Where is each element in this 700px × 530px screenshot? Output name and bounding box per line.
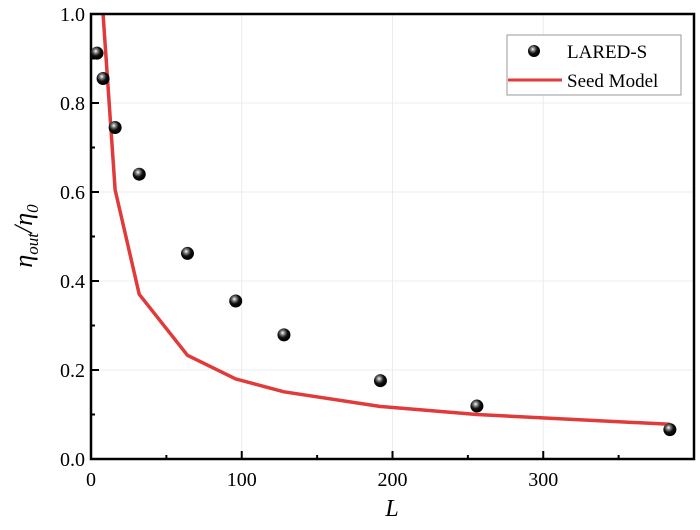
y-tick-label: 0.4 — [60, 271, 85, 293]
lared-s-point — [663, 423, 677, 437]
lared-s-point — [229, 294, 243, 308]
y-tick-label: 0.2 — [60, 360, 85, 382]
y-tick-label: 0.6 — [60, 182, 85, 204]
x-tick-label: 200 — [378, 469, 408, 491]
seed-model-line — [101, 14, 670, 427]
y-axis-label: ηout/η0 — [9, 204, 42, 268]
y-tick-label: 0.0 — [60, 449, 85, 471]
series-layer — [101, 14, 670, 427]
y-tick-label: 0.8 — [60, 93, 85, 115]
legend-label-lared-s: LARED-S — [567, 42, 647, 63]
legend-marker-lared-s — [528, 45, 540, 57]
legend-label-seed-model: Seed Model — [567, 71, 658, 92]
lared-s-point — [373, 374, 387, 388]
legend-box — [506, 34, 682, 96]
x-tick-label: 300 — [528, 469, 558, 491]
lared-s-point — [96, 72, 110, 86]
lared-s-point — [108, 120, 122, 134]
points-layer — [90, 46, 677, 437]
lared-s-point — [470, 399, 484, 413]
lared-s-point — [132, 167, 146, 181]
x-tick-label: 100 — [227, 469, 257, 491]
x-tick-label: 0 — [86, 469, 96, 491]
legend: LARED-S Seed Model — [506, 34, 682, 96]
lared-s-point — [90, 46, 104, 60]
y-tick-label: 1.0 — [60, 4, 85, 26]
x-axis-label: L — [384, 496, 398, 522]
ticks: 0 100 200 300 0.0 0.2 0.4 0.6 0.8 1.0 — [60, 4, 620, 491]
lared-s-point — [180, 246, 194, 260]
lared-s-point — [277, 328, 291, 342]
